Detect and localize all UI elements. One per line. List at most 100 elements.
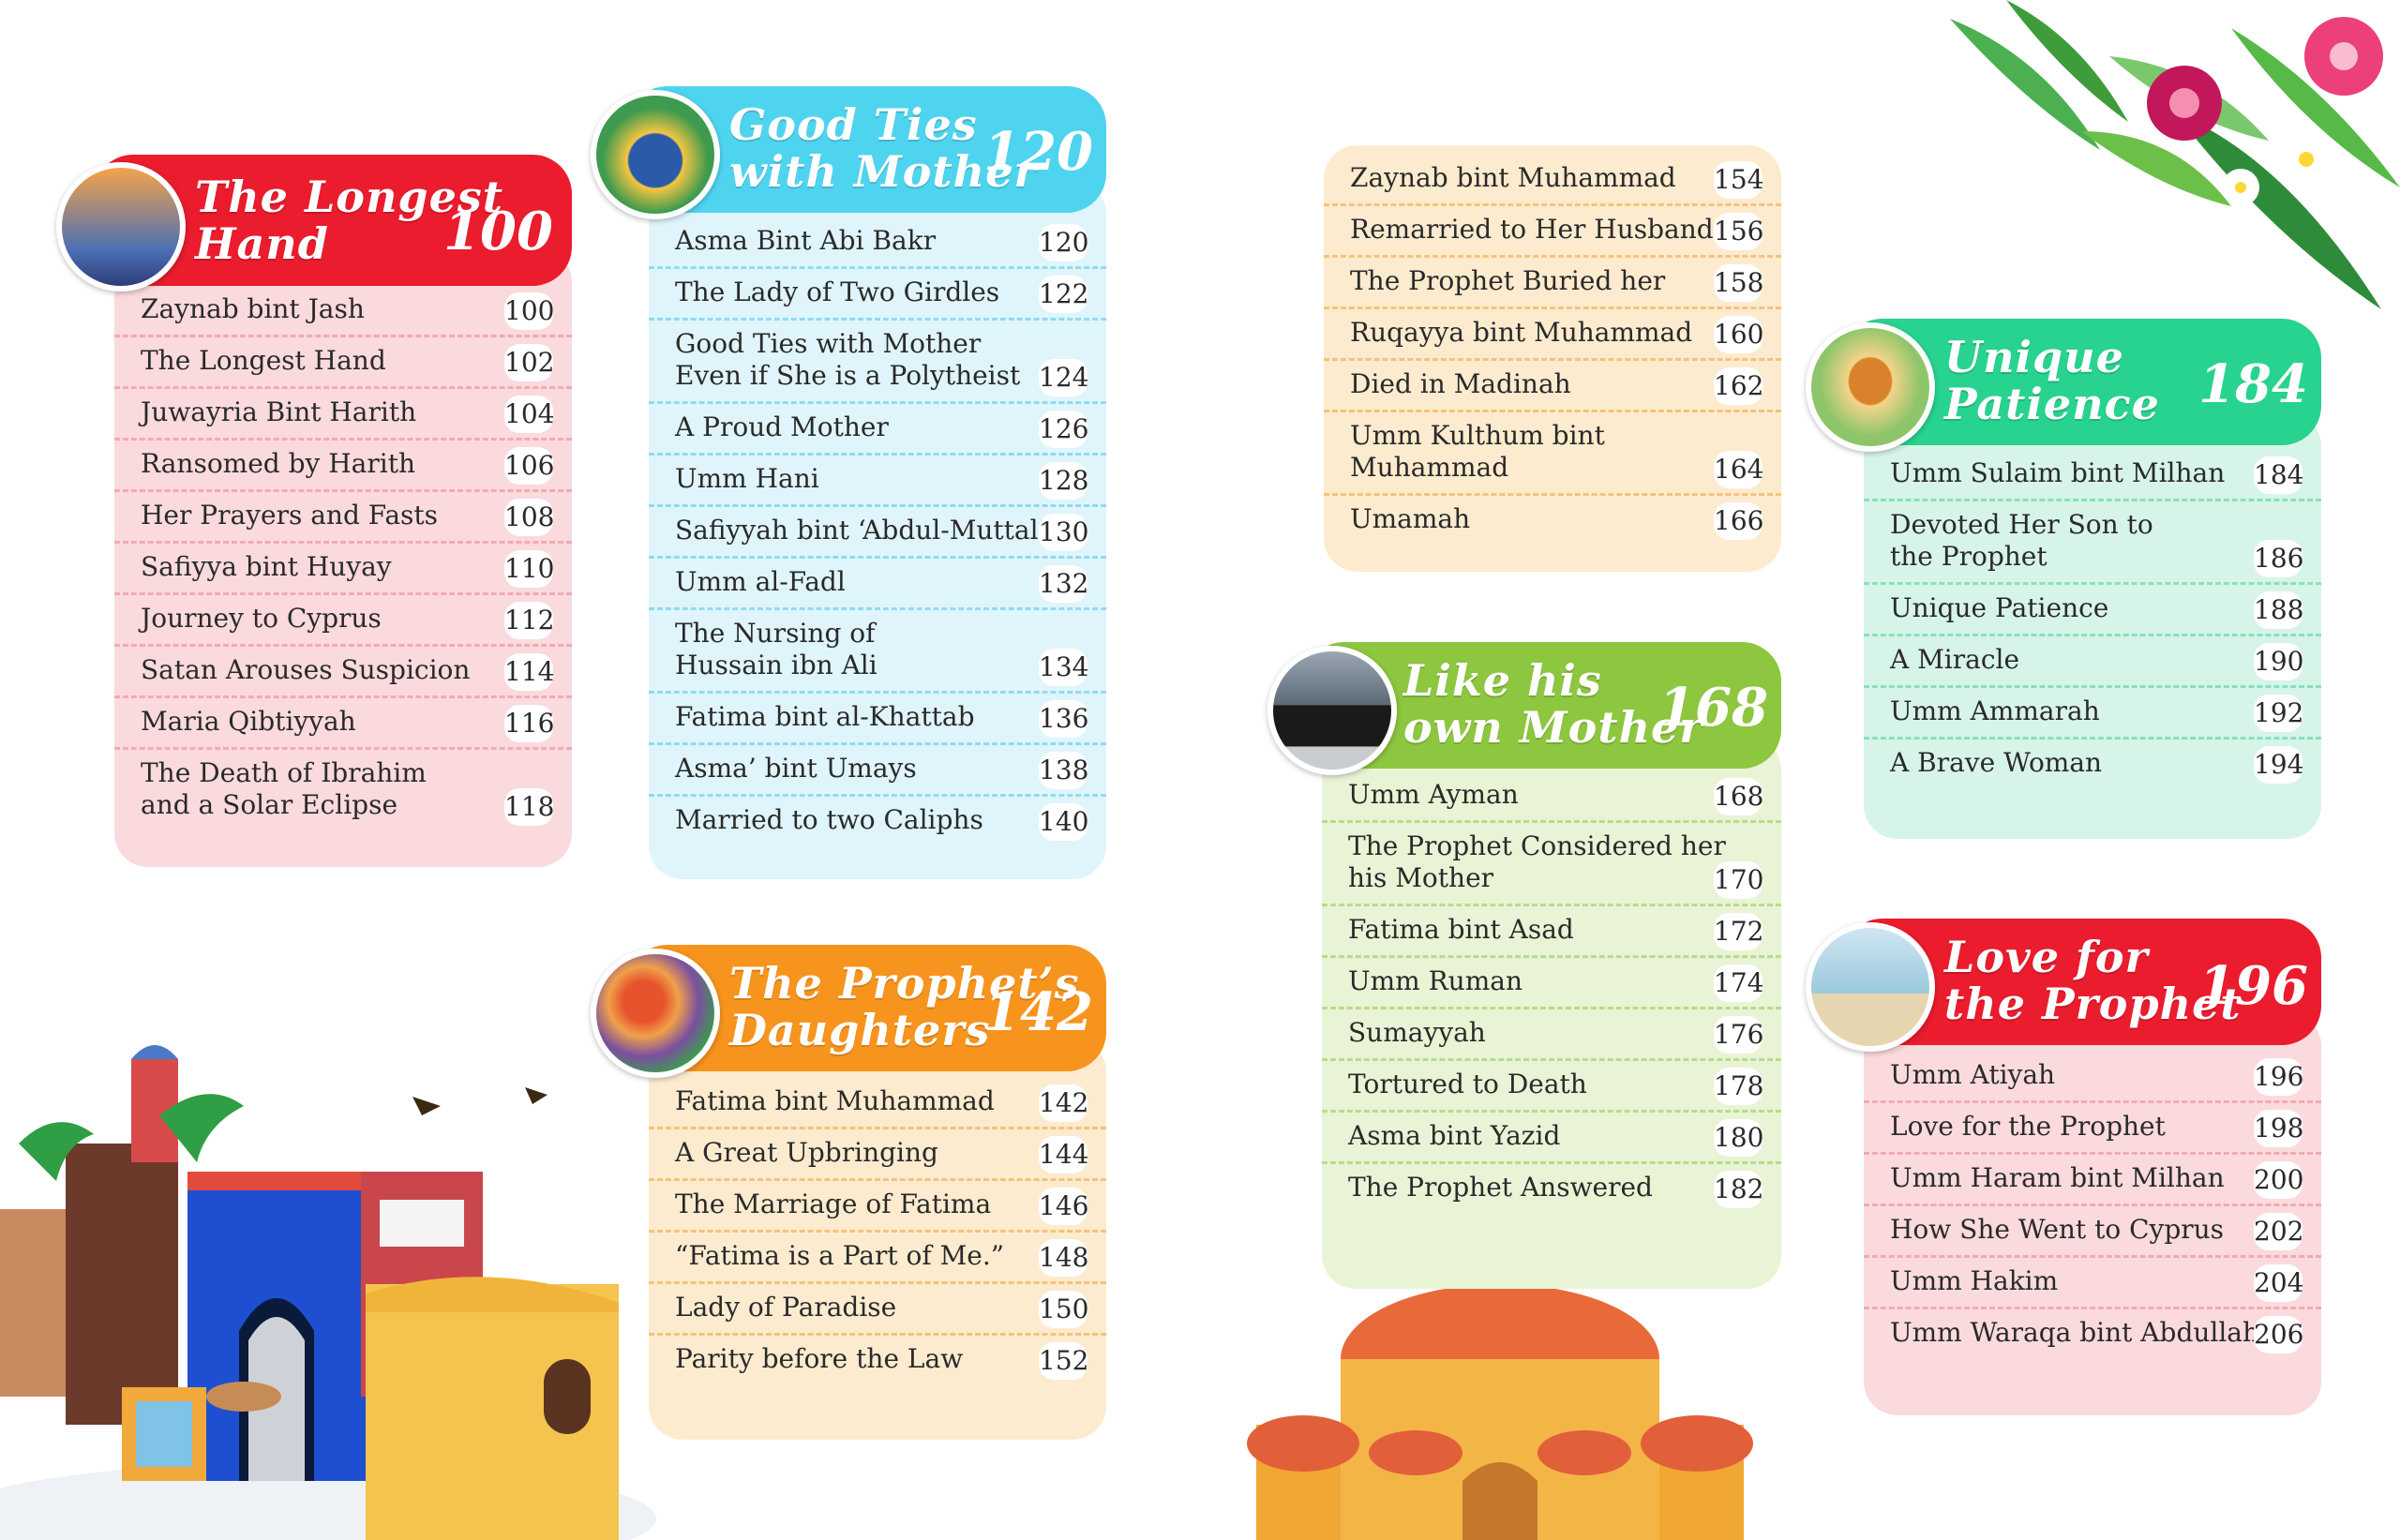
toc-entry[interactable]: Umm Ayman 168 bbox=[1348, 778, 1763, 815]
toc-entry[interactable]: Umm Ruman 174 bbox=[1348, 964, 1763, 1002]
row-divider bbox=[114, 695, 572, 698]
toc-entry[interactable]: Maria Qibtiyyah 116 bbox=[141, 705, 554, 742]
toc-entry[interactable]: “Fatima is a Part of Me.” 148 bbox=[675, 1239, 1088, 1277]
toc-entry[interactable]: Fatima bint Asad 172 bbox=[1348, 913, 1763, 950]
toc-entry-title: Asma Bint Abi Bakr bbox=[675, 225, 937, 256]
toc-entry[interactable]: The Prophet Answered 182 bbox=[1348, 1171, 1763, 1208]
toc-entry[interactable]: Asma’ bint Umays 138 bbox=[675, 752, 1088, 789]
toc-entry[interactable]: Safiyyah bint ‘Abdul-Muttalib 130 bbox=[675, 514, 1088, 551]
row-divider bbox=[1324, 255, 1781, 258]
toc-entry[interactable]: Journey to Cyprus 112 bbox=[141, 602, 554, 639]
toc-entry[interactable]: A Proud Mother 126 bbox=[675, 411, 1088, 448]
toc-entry[interactable]: Remarried to Her Husband 156 bbox=[1350, 213, 1763, 250]
toc-entry[interactable]: Umm Atiyah 196 bbox=[1890, 1058, 2303, 1096]
toc-entry[interactable]: Fatima bint Muhammad 142 bbox=[675, 1084, 1088, 1122]
toc-entry[interactable]: Fatima bint al-Khattab 136 bbox=[675, 700, 1088, 738]
toc-entry[interactable]: Umm Hani 128 bbox=[675, 462, 1088, 500]
toc-entry-page: 182 bbox=[1714, 1171, 1763, 1208]
toc-entry[interactable]: Ruqayya bint Muhammad 160 bbox=[1350, 316, 1763, 353]
toc-entry[interactable]: Umm Waraqa bint Abdullah 206 bbox=[1890, 1316, 2303, 1353]
toc-entry-title: Umm Ruman bbox=[1348, 965, 1522, 996]
toc-entry[interactable]: Asma Bint Abi Bakr 120 bbox=[675, 224, 1088, 262]
toc-entry-page: 174 bbox=[1714, 964, 1763, 1002]
toc-entry[interactable]: Her Prayers and Fasts 108 bbox=[141, 499, 554, 536]
toc-entry-title: A Miracle bbox=[1890, 644, 2020, 675]
toc-entry[interactable]: Umm Sulaim bint Milhan 184 bbox=[1890, 456, 2303, 494]
toc-entry[interactable]: Zaynab bint Muhammad 154 bbox=[1350, 161, 1763, 199]
toc-entry-page: 138 bbox=[1039, 752, 1088, 789]
toc-entry[interactable]: The Lady of Two Girdles 122 bbox=[675, 276, 1088, 313]
row-divider bbox=[1322, 1007, 1781, 1009]
toc-entry-page: 196 bbox=[2254, 1058, 2303, 1096]
toc-entry[interactable]: Umm al-Fadl 132 bbox=[675, 565, 1088, 603]
toc-entry-page: 126 bbox=[1039, 411, 1088, 448]
toc-entry[interactable]: Devoted Her Son to the Prophet 186 bbox=[1890, 509, 2303, 577]
toc-entry-page: 176 bbox=[1714, 1016, 1763, 1054]
dome-illustration bbox=[1247, 1284, 1753, 1540]
toc-entry[interactable]: Unique Patience 188 bbox=[1890, 591, 2303, 629]
toc-entry-page: 142 bbox=[1039, 1084, 1088, 1122]
row-divider bbox=[1324, 410, 1781, 412]
toc-entry[interactable]: A Miracle 190 bbox=[1890, 643, 2303, 680]
toc-entry-page: 108 bbox=[504, 499, 554, 536]
toc-entry-page: 188 bbox=[2254, 591, 2303, 629]
row-divider bbox=[1322, 904, 1781, 906]
toc-entry-page: 124 bbox=[1039, 359, 1088, 396]
toc-entry[interactable]: The Prophet Considered her his Mother 170 bbox=[1348, 830, 1763, 899]
row-divider bbox=[114, 592, 572, 595]
toc-entry[interactable]: The Prophet Buried her 158 bbox=[1350, 264, 1763, 302]
toc-entry[interactable]: A Great Upbringing 144 bbox=[675, 1136, 1088, 1174]
toc-entry[interactable]: Safiyya bint Huyay 110 bbox=[141, 550, 554, 588]
toc-entry-title: Died in Madinah bbox=[1350, 368, 1571, 399]
toc-entry-page: 140 bbox=[1039, 803, 1088, 841]
row-divider bbox=[114, 644, 572, 647]
toc-entry[interactable]: Umm Haram bint Milhan 200 bbox=[1890, 1161, 2303, 1199]
toc-entry[interactable]: The Longest Hand 102 bbox=[141, 344, 554, 381]
section-list bbox=[1322, 736, 1781, 1289]
toc-entry[interactable]: Tortured to Death 178 bbox=[1348, 1068, 1763, 1105]
toc-entry[interactable]: Sumayyah 176 bbox=[1348, 1016, 1763, 1054]
toc-entry[interactable]: Umm Ammarah 192 bbox=[1890, 695, 2303, 732]
toc-entry[interactable]: The Marriage of Fatima 146 bbox=[675, 1188, 1088, 1225]
toc-entry[interactable]: Juwayria Bint Harith 104 bbox=[141, 396, 554, 433]
row-divider bbox=[114, 489, 572, 492]
toc-entry[interactable]: Asma bint Yazid 180 bbox=[1348, 1119, 1763, 1157]
toc-entry[interactable]: How She Went to Cyprus 202 bbox=[1890, 1213, 2303, 1250]
toc-entry[interactable]: A Brave Woman 194 bbox=[1890, 746, 2303, 784]
toc-entry[interactable]: Married to two Caliphs 140 bbox=[675, 803, 1088, 841]
toc-entry[interactable]: Good Ties with Mother Even if She is a P… bbox=[675, 328, 1088, 396]
toc-entry-page: 200 bbox=[2254, 1161, 2303, 1199]
toc-entry-page: 118 bbox=[504, 788, 554, 826]
toc-entry[interactable]: Love for the Prophet 198 bbox=[1890, 1110, 2303, 1147]
toc-entry-page: 206 bbox=[2254, 1316, 2303, 1353]
toc-entry-page: 204 bbox=[2254, 1264, 2303, 1302]
row-divider bbox=[114, 747, 572, 750]
row-divider bbox=[649, 1333, 1106, 1336]
toc-entry[interactable]: Zaynab bint Jash 100 bbox=[141, 292, 554, 330]
toc-entry-title: A Brave Woman bbox=[1890, 747, 2103, 778]
toc-entry[interactable]: Umamah 166 bbox=[1350, 502, 1763, 540]
toc-entry[interactable]: Died in Madinah 162 bbox=[1350, 367, 1763, 405]
toc-entry[interactable]: Umm Hakim 204 bbox=[1890, 1264, 2303, 1302]
bags-thumbnail bbox=[591, 90, 720, 219]
toc-entry[interactable]: The Death of Ibrahim and a Solar Eclipse… bbox=[141, 757, 554, 826]
toc-entry[interactable]: Lady of Paradise 150 bbox=[675, 1291, 1088, 1328]
section-title: Like his own Mother bbox=[1403, 655, 1703, 753]
toc-entry-title: Tortured to Death bbox=[1348, 1069, 1587, 1099]
toc-entry[interactable]: The Nursing of Hussain ibn Ali 134 bbox=[675, 618, 1088, 686]
toc-entry-page: 152 bbox=[1039, 1342, 1088, 1380]
row-divider bbox=[649, 556, 1106, 559]
toc-entry[interactable]: Ransomed by Harith 106 bbox=[141, 447, 554, 485]
toc-entry-title: Lady of Paradise bbox=[675, 1292, 897, 1323]
row-divider bbox=[1864, 1152, 2321, 1155]
row-divider bbox=[1322, 820, 1781, 823]
toc-entry-title: Umm Kulthum bint Muhammad bbox=[1350, 420, 1605, 483]
kaaba-thumbnail bbox=[1268, 646, 1397, 775]
toc-entry[interactable]: Parity before the Law 152 bbox=[675, 1342, 1088, 1380]
toc-entry-title: Remarried to Her Husband bbox=[1350, 214, 1714, 245]
toc-entry[interactable]: Satan Arouses Suspicion 114 bbox=[141, 653, 554, 691]
toc-entry[interactable]: Umm Kulthum bint Muhammad 164 bbox=[1350, 420, 1763, 488]
row-divider bbox=[1864, 737, 2321, 740]
toc-entry-page: 178 bbox=[1714, 1068, 1763, 1105]
toc-entry-page: 164 bbox=[1714, 451, 1763, 488]
